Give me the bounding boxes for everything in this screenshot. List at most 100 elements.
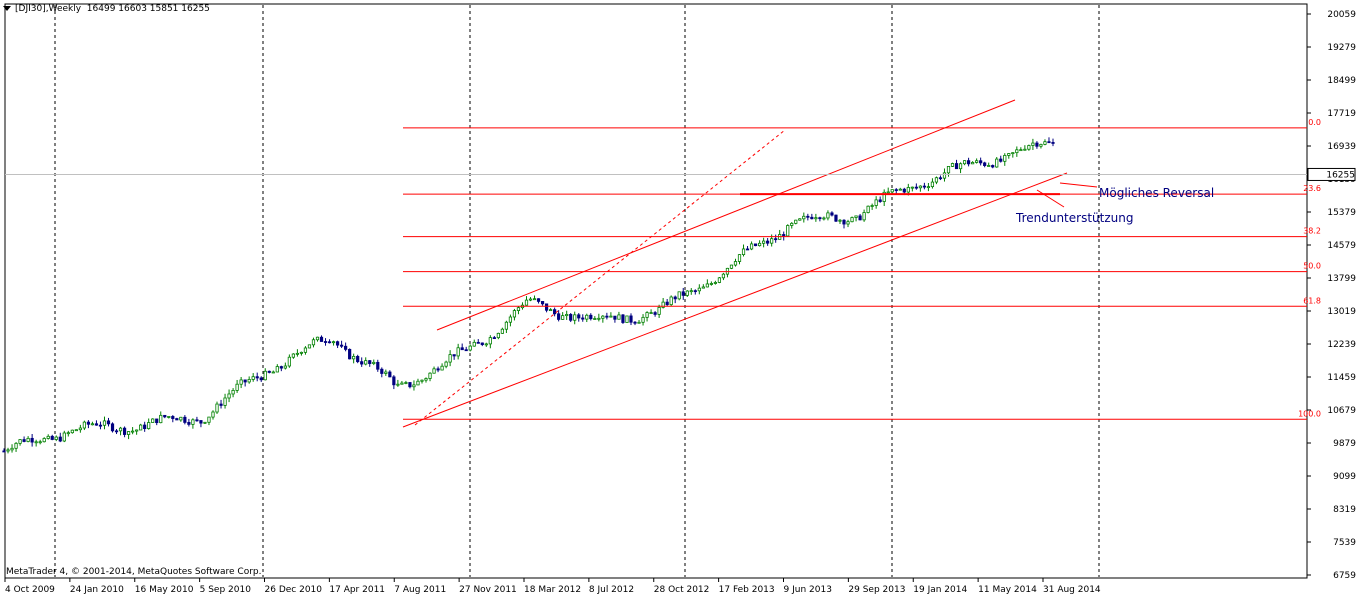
candle-up <box>794 219 798 224</box>
candle-up <box>126 431 131 435</box>
candle-up <box>271 371 275 374</box>
fib-level-label: 0.0 <box>1308 118 1321 127</box>
candle-up <box>26 437 30 442</box>
candle-down <box>408 382 412 388</box>
candle-down <box>983 162 987 166</box>
candle-up <box>926 186 931 189</box>
candle-down <box>536 298 541 302</box>
candle-up <box>1019 149 1023 152</box>
current-price-marker <box>1307 167 1356 181</box>
candle-down <box>753 243 758 247</box>
candle-down <box>143 424 147 430</box>
candle-down <box>613 315 617 320</box>
candle-up <box>38 441 42 444</box>
candle-up <box>721 273 726 279</box>
candle-up <box>384 371 388 374</box>
candle-up <box>424 378 428 381</box>
candle-down <box>94 423 99 426</box>
candle-up <box>247 379 251 383</box>
fib-level-label: 23.6 <box>1303 184 1321 193</box>
candle-up <box>512 310 517 318</box>
candle-up <box>239 379 243 385</box>
candle-down <box>98 424 103 427</box>
candle-down <box>360 361 364 365</box>
candle-up <box>1003 155 1007 162</box>
candle-up <box>528 298 533 301</box>
candle-up <box>516 307 521 311</box>
x-tick-label: 26 Dec 2010 <box>265 585 323 595</box>
candle-up <box>669 296 673 306</box>
candle-up <box>448 354 452 363</box>
candle-down <box>665 301 669 306</box>
candle-up <box>179 416 183 421</box>
y-tick-label: 12239 <box>1327 340 1356 350</box>
chevron-down-icon[interactable] <box>3 6 11 11</box>
candle-up <box>468 345 472 351</box>
candle-up <box>223 397 227 406</box>
candle-down <box>243 379 247 383</box>
candle-down <box>544 303 549 311</box>
y-tick-label: 9099 <box>1333 472 1356 482</box>
candle-down <box>894 189 898 192</box>
candle-up <box>737 254 742 262</box>
candle-up <box>846 221 850 225</box>
candle-up <box>701 286 705 289</box>
x-tick-label: 29 Sep 2013 <box>848 585 905 595</box>
candle-up <box>770 238 774 244</box>
candle-down <box>818 217 822 220</box>
candle-up <box>950 163 955 167</box>
candle-down <box>464 349 468 352</box>
candle-up <box>18 439 22 444</box>
candle-up <box>444 361 448 367</box>
candle-up <box>790 222 794 226</box>
symbol-label: [DJI30],Weekly <box>15 4 82 14</box>
candle-up <box>971 162 975 165</box>
candle-down <box>782 234 786 237</box>
candle-up <box>299 351 304 354</box>
candle-down <box>553 309 557 315</box>
candle-down <box>979 160 983 164</box>
candle-up <box>689 290 693 293</box>
candle-up <box>946 166 951 174</box>
candle-up <box>420 379 424 382</box>
candle-down <box>581 317 585 320</box>
candle-down <box>766 240 770 244</box>
x-tick-label: 16 May 2010 <box>135 585 194 595</box>
candle-up <box>151 418 155 423</box>
candle-down <box>356 355 360 363</box>
x-tick-label: 9 Jun 2013 <box>784 585 832 595</box>
x-tick-label: 17 Apr 2011 <box>329 585 385 595</box>
candle-up <box>918 185 922 189</box>
candle-up <box>504 321 508 330</box>
candle-up <box>593 318 597 320</box>
candle-down <box>183 416 187 423</box>
candle-down <box>991 165 995 168</box>
candle-up <box>372 361 376 364</box>
candle-up <box>898 188 902 191</box>
candle-up <box>532 298 537 301</box>
candle-down <box>914 186 918 189</box>
y-tick-label: 13019 <box>1327 307 1356 317</box>
candle-down <box>155 418 159 424</box>
candle-up <box>729 264 734 269</box>
candle-up <box>62 432 66 442</box>
candle-down <box>605 315 609 318</box>
candle-up <box>862 212 866 221</box>
candle-up <box>500 328 504 334</box>
candle-up <box>70 429 74 434</box>
candle-up <box>822 217 826 220</box>
candle-down <box>380 368 384 374</box>
candle-down <box>163 414 167 418</box>
candle-up <box>66 432 70 435</box>
candle-down <box>348 348 352 360</box>
candle-down <box>1035 142 1039 147</box>
candle-down <box>259 377 263 381</box>
y-tick-label: 17719 <box>1327 109 1356 119</box>
y-tick-label: 11459 <box>1327 373 1356 383</box>
candle-up <box>826 212 830 219</box>
candle-up <box>231 389 235 395</box>
candle-up <box>798 218 802 221</box>
candle-up <box>191 419 195 425</box>
